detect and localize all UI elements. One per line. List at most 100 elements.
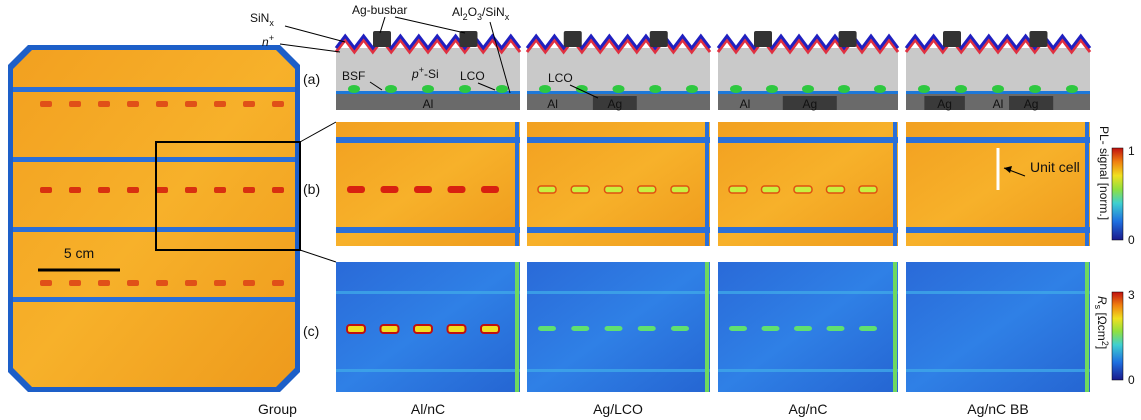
contact-spot <box>762 326 780 331</box>
contact-spot <box>347 186 365 193</box>
lco-point <box>730 85 742 93</box>
lco-point <box>422 85 434 93</box>
busbar-stripe <box>718 137 898 143</box>
busbar-stripe <box>13 157 295 162</box>
contact-dash <box>69 187 81 193</box>
contact-spot <box>538 326 556 331</box>
text: /SiN <box>482 5 505 19</box>
contact-spot <box>481 186 499 193</box>
lco-point <box>1029 85 1041 93</box>
contact-dash <box>185 187 197 193</box>
busbar <box>650 31 668 47</box>
lco-point <box>459 85 471 93</box>
contact-dash <box>69 101 81 107</box>
contact-dash <box>127 101 139 107</box>
contact-dash <box>156 280 168 286</box>
busbar-stripe <box>527 291 710 294</box>
text: ] <box>1095 346 1109 349</box>
figure: 5 cm AlAlAgAlAgAgAlAg (a) (b) (c) SiNx n… <box>0 0 1141 420</box>
text: x <box>505 12 510 22</box>
edge-stripe <box>705 262 709 392</box>
busbar-stripe <box>13 297 295 302</box>
busbar-stripe <box>718 369 898 372</box>
rs-image <box>906 262 1090 392</box>
busbar-stripe <box>718 291 898 294</box>
colorbar-tick: 3 <box>1128 288 1135 302</box>
busbar-stripe <box>336 291 520 294</box>
lco-point <box>539 85 551 93</box>
panel-label: (b) <box>303 181 320 197</box>
lco-point <box>686 85 698 93</box>
busbar-stripe <box>527 227 710 233</box>
busbar-stripe <box>336 137 520 143</box>
contact-spot <box>481 325 499 333</box>
text: [Ωcm <box>1095 309 1109 341</box>
busbar-stripe <box>336 369 520 372</box>
colorbar-tick: 1 <box>1128 144 1135 158</box>
contact-spot <box>762 186 780 193</box>
contact-label: Al <box>740 97 751 111</box>
text: Unit cell <box>1030 159 1080 175</box>
layer-label: Ag-busbar <box>352 3 407 17</box>
lco-point <box>649 85 661 93</box>
contact-spot <box>671 186 689 193</box>
contact-dash <box>127 280 139 286</box>
annotation: Unit cell <box>1030 159 1080 175</box>
colorbar-tick: 0 <box>1128 373 1135 387</box>
leader <box>280 44 340 52</box>
contact-spot <box>448 186 466 193</box>
group-name: Ag/nC <box>789 401 828 417</box>
contact-dash <box>40 187 52 193</box>
contact-spot <box>414 325 432 333</box>
lco-point <box>838 85 850 93</box>
group-name: Ag/LCO <box>593 401 643 417</box>
contact-dash <box>127 187 139 193</box>
edge-stripe <box>1085 262 1089 392</box>
contact-dash <box>40 280 52 286</box>
busbar-stripe <box>906 227 1090 233</box>
lco-point <box>955 85 967 93</box>
contact-label: Ag <box>802 97 817 111</box>
text: R <box>1095 296 1109 305</box>
busbar-stripe <box>13 87 295 92</box>
lco-point <box>766 85 778 93</box>
contact-dash <box>214 187 226 193</box>
contact-spot <box>538 186 556 193</box>
contact-dash <box>185 280 197 286</box>
colorbar <box>1112 148 1123 240</box>
contact-dash <box>243 187 255 193</box>
busbar-stripe <box>336 227 520 233</box>
busbar <box>564 31 582 47</box>
layer-label: LCO <box>548 71 573 85</box>
busbar-stripe <box>527 137 710 143</box>
panel-label: (a) <box>303 71 320 87</box>
zoom-line <box>300 122 336 142</box>
text: SiN <box>250 11 269 25</box>
contact-spot <box>794 326 812 331</box>
contact-spot <box>605 186 623 193</box>
text: O <box>468 5 477 19</box>
colorbar-title: Rs [Ωcm2] <box>1093 296 1110 349</box>
busbar-stripe <box>906 369 1090 372</box>
contact-dash <box>98 187 110 193</box>
contact-spot <box>827 326 845 331</box>
contact-label: Al <box>547 97 558 111</box>
busbar <box>1029 31 1047 47</box>
contact-dash <box>98 280 110 286</box>
contact-dash <box>156 187 168 193</box>
layer-label: LCO <box>460 69 485 83</box>
contact-spot <box>859 326 877 331</box>
lco-point <box>496 85 508 93</box>
text: x <box>269 18 274 28</box>
contact-dash <box>272 101 284 107</box>
contact-dash <box>98 101 110 107</box>
lco-point <box>385 85 397 93</box>
contact-dash <box>214 101 226 107</box>
edge-stripe <box>1085 122 1089 246</box>
contact-dash <box>214 280 226 286</box>
panel-label: (c) <box>303 323 319 339</box>
contact-dash <box>40 101 52 107</box>
contact-label: Al <box>423 97 434 111</box>
lco-point <box>348 85 360 93</box>
contact-spot <box>794 186 812 193</box>
